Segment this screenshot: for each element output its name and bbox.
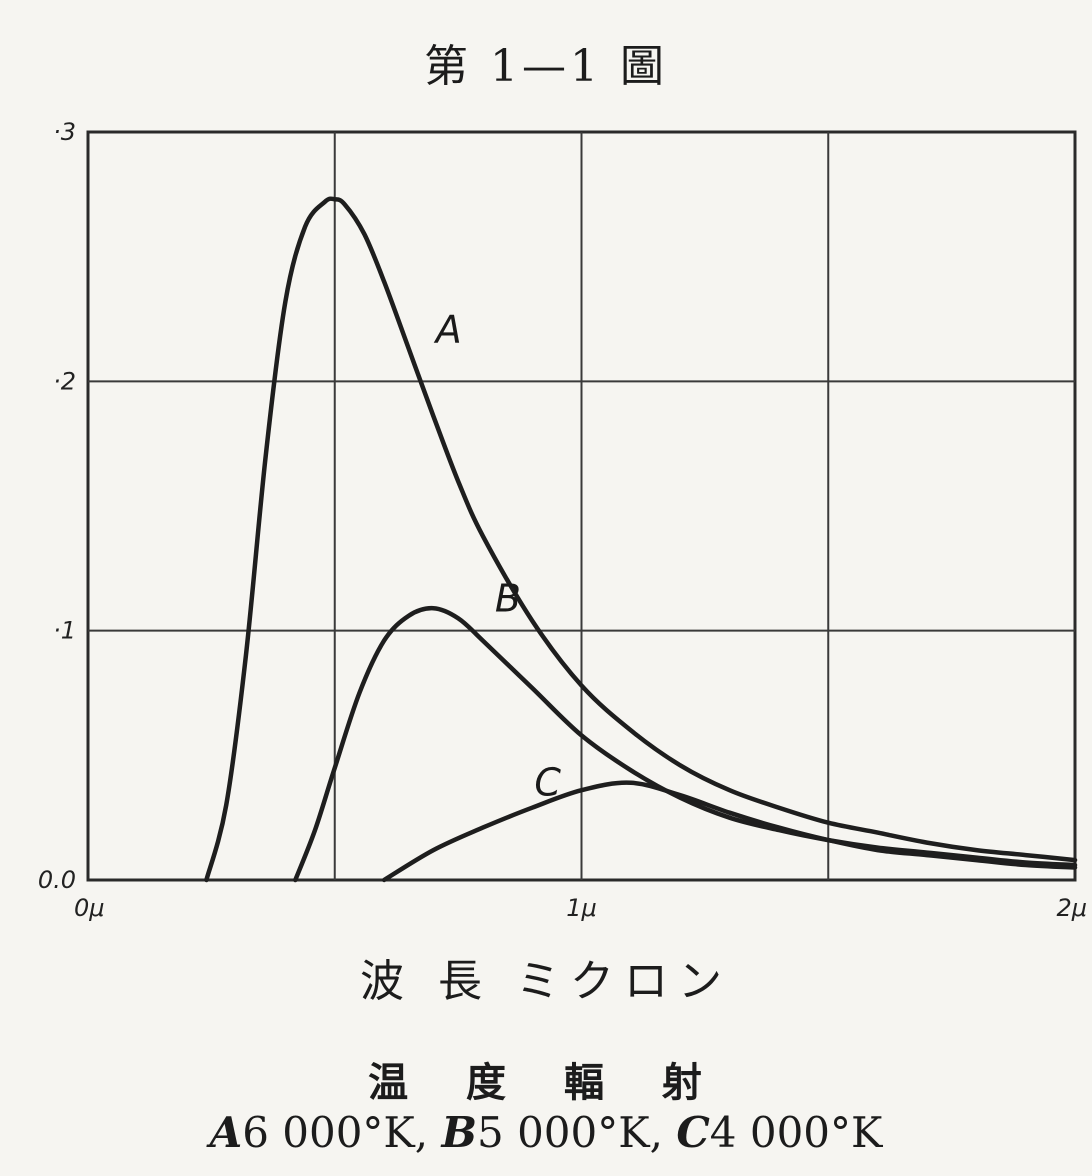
series-label-c: C (534, 761, 561, 805)
y-tick-label-1: ·1 (53, 617, 76, 645)
series-label-a: A (433, 307, 462, 351)
x-axis-label: 波 長 ミクロン (360, 956, 732, 1007)
x-tick-label-0: 0μ (74, 894, 105, 922)
caption-legend: A6 000°K, B5 000°K, C4 000°K (0, 1108, 1092, 1157)
legend-text-c: 4 000°K (709, 1108, 883, 1157)
chart: 0.0 ·1 ·2 ·3 0μ 1μ 2μ A B C (38, 118, 1087, 922)
y-tick-label-2: ·2 (53, 367, 76, 395)
y-tick-label-3: ·3 (53, 118, 76, 146)
series-line-b (293, 605, 1078, 883)
caption-title: 温 度 輻 射 (368, 1059, 724, 1106)
x-tick-label-2: 2μ (1056, 894, 1087, 922)
grid (86, 130, 1077, 882)
legend-letter-a: A (209, 1108, 243, 1157)
y-tick-label-0: 0.0 (38, 866, 76, 894)
series-label-b: B (495, 577, 521, 621)
labels: 0.0 ·1 ·2 ·3 0μ 1μ 2μ A B C (38, 118, 1087, 922)
legend-letter-b: B (441, 1108, 478, 1157)
x-tick-label-1: 1μ (566, 894, 597, 922)
figure-title: 第 1—1 圖 (424, 41, 668, 92)
series-line-c (381, 780, 1078, 883)
series-line-a (204, 196, 1078, 883)
legend-text-b: 5 000°K, (477, 1108, 663, 1157)
legend-text-a: 6 000°K, (242, 1108, 429, 1157)
legend-letter-c: C (676, 1108, 710, 1157)
curves (204, 196, 1078, 883)
